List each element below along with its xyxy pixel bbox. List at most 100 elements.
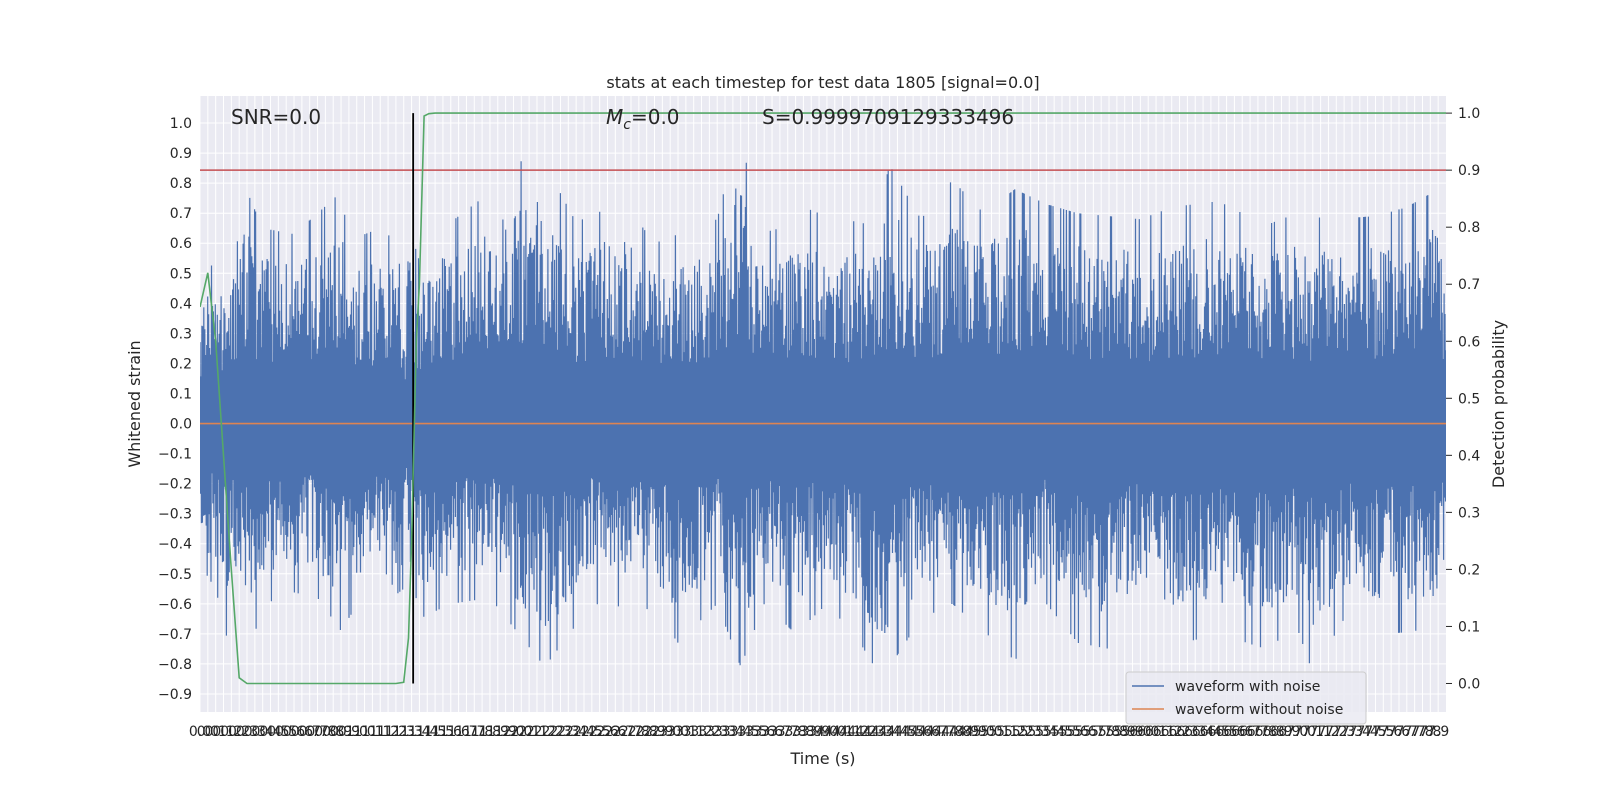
x-tick-label-91: 4.5 <box>902 724 924 740</box>
x-tick-label-45: 2.2 <box>542 724 564 740</box>
x-tick-label-84: 4.2 <box>847 724 869 740</box>
x-tick-label-54: 2.7 <box>612 724 634 740</box>
x-tick-label-131: 6.5 <box>1215 724 1237 740</box>
x-tick-label-13: 0.6 <box>291 724 313 740</box>
x-tick-label-109: 5.4 <box>1043 724 1065 740</box>
x-tick-label-94: 4.7 <box>925 724 947 740</box>
x-tick-label-105: 5.2 <box>1012 724 1034 740</box>
x-tick-label-6: 0.3 <box>236 724 258 740</box>
x-tick-label-88: 4.4 <box>878 724 900 740</box>
x-tick-label-19: 0.9 <box>338 724 360 740</box>
x-tick-label-43: 2.1 <box>526 724 548 740</box>
x-tick-label-57: 2.8 <box>636 724 658 740</box>
x-tick-label-67: 3.3 <box>714 724 736 740</box>
x-tick-label-46: 2.3 <box>549 724 571 740</box>
x-tick-label-1: 0.0 <box>197 724 219 740</box>
annotation-mc-subscript: c <box>623 117 631 133</box>
y2-tick-label-5: 0.5 <box>1458 391 1480 407</box>
x-tick-label-5: 0.2 <box>228 724 250 740</box>
x-tick-label-51: 2.5 <box>589 724 611 740</box>
y-tick-label-0: −0.9 <box>158 687 192 703</box>
y-tick-label-1: −0.8 <box>158 657 192 673</box>
x-tick-label-72: 3.6 <box>753 724 775 740</box>
x-tick-label-120: 6.0 <box>1129 724 1151 740</box>
x-tick-label-7: 0.3 <box>244 724 266 740</box>
y2-tick-label-1: 0.1 <box>1458 619 1480 635</box>
x-tick-label-66: 3.3 <box>706 724 728 740</box>
y-tick-label-12: 0.3 <box>170 326 192 342</box>
x-tick-label-58: 2.9 <box>643 724 665 740</box>
x-tick-label-116: 5.8 <box>1098 724 1120 740</box>
x-tick-label-150: 7.5 <box>1364 724 1386 740</box>
x-tick-label-60: 3.0 <box>659 724 681 740</box>
annotation-mc-symbol: M <box>606 105 623 129</box>
x-tick-label-124: 6.2 <box>1161 724 1183 740</box>
x-tick-label-76: 3.8 <box>784 724 806 740</box>
y2-tick-label-10: 1.0 <box>1458 106 1480 122</box>
x-tick-label-23: 1.1 <box>369 724 391 740</box>
x-axis-label: Time (s) <box>789 749 855 768</box>
y-tick-label-15: 0.6 <box>170 236 192 252</box>
x-tick-label-114: 5.7 <box>1082 724 1104 740</box>
x-tick-label-36: 1.8 <box>471 724 493 740</box>
x-tick-label-55: 2.7 <box>620 724 642 740</box>
x-tick-label-52: 2.6 <box>596 724 618 740</box>
x-tick-label-17: 0.8 <box>322 724 344 740</box>
legend-label-with-noise: waveform with noise <box>1175 679 1320 695</box>
x-tick-label-143: 7.1 <box>1309 724 1331 740</box>
x-tick-label-34: 1.7 <box>455 724 477 740</box>
x-tick-label-39: 1.9 <box>494 724 516 740</box>
x-tick-label-37: 1.8 <box>479 724 501 740</box>
y2-tick-label-9: 0.9 <box>1458 163 1480 179</box>
x-tick-label-42: 2.1 <box>518 724 540 740</box>
x-tick-label-49: 2.4 <box>573 724 595 740</box>
x-tick-label-8: 0.4 <box>252 724 274 740</box>
x-tick-label-40: 2.0 <box>502 724 524 740</box>
y-tick-label-17: 0.8 <box>170 176 192 192</box>
y-axis-label: Whitened strain <box>125 340 144 467</box>
legend-label-without-noise: waveform without noise <box>1175 702 1343 718</box>
y-tick-label-16: 0.7 <box>170 206 192 222</box>
y2-tick-label-6: 0.6 <box>1458 334 1480 350</box>
x-tick-label-154: 7.7 <box>1396 724 1418 740</box>
x-tick-label-99: 4.9 <box>965 724 987 740</box>
x-tick-label-113: 5.6 <box>1074 724 1096 740</box>
x-tick-label-63: 3.1 <box>683 724 705 740</box>
annotation-mc-value: =0.0 <box>631 105 680 129</box>
y-tick-label-11: 0.2 <box>170 356 192 372</box>
y-tick-label-19: 1.0 <box>170 116 192 132</box>
x-tick-label-86: 4.3 <box>863 724 885 740</box>
x-tick-label-153: 7.6 <box>1388 724 1410 740</box>
x-tick-label-9: 0.4 <box>259 724 281 740</box>
y-tick-label-8: −0.1 <box>158 447 192 463</box>
x-tick-label-151: 7.5 <box>1372 724 1394 740</box>
x-tick-label-138: 6.9 <box>1270 724 1292 740</box>
x-tick-label-144: 7.2 <box>1317 724 1339 740</box>
x-tick-label-32: 1.6 <box>440 724 462 740</box>
y-tick-label-3: −0.6 <box>158 597 192 613</box>
x-tick-label-136: 6.8 <box>1255 724 1277 740</box>
x-tick-label-106: 5.3 <box>1020 724 1042 740</box>
x-tick-label-125: 6.2 <box>1168 724 1190 740</box>
x-tick-label-140: 7.0 <box>1286 724 1308 740</box>
annotation-s: S=0.9999709129333496 <box>762 105 1014 129</box>
x-tick-label-134: 6.7 <box>1239 724 1261 740</box>
x-tick-label-118: 5.9 <box>1114 724 1136 740</box>
x-tick-label-70: 3.5 <box>737 724 759 740</box>
x-tick-label-78: 3.9 <box>800 724 822 740</box>
x-tick-label-65: 3.2 <box>698 724 720 740</box>
y-tick-label-6: −0.3 <box>158 507 192 523</box>
x-tick-label-112: 5.6 <box>1067 724 1089 740</box>
y-tick-label-14: 0.5 <box>170 266 192 282</box>
x-tick-label-28: 1.4 <box>408 724 430 740</box>
x-tick-label-83: 4.1 <box>839 724 861 740</box>
chart-title: stats at each timestep for test data 180… <box>606 73 1039 92</box>
x-tick-label-97: 4.8 <box>949 724 971 740</box>
y-tick-label-7: −0.2 <box>158 477 192 493</box>
x-tick-label-155: 7.7 <box>1404 724 1426 740</box>
x-tick-label-12: 0.6 <box>283 724 305 740</box>
x-tick-label-122: 6.1 <box>1145 724 1167 740</box>
y-tick-label-13: 0.4 <box>170 296 192 312</box>
x-tick-label-111: 5.5 <box>1059 724 1081 740</box>
